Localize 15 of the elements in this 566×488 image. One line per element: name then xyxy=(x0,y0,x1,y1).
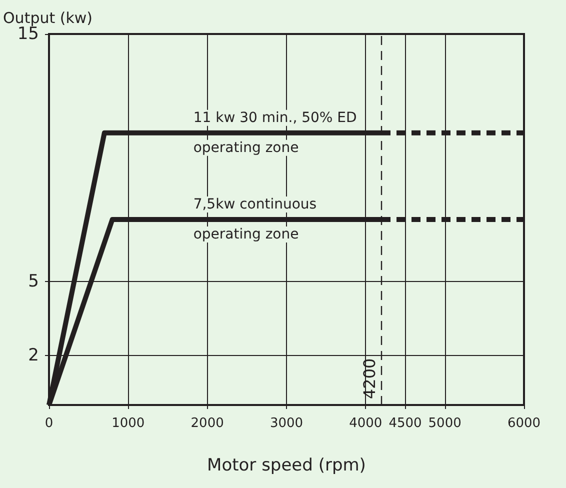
x-tick-label: 3000 xyxy=(270,416,304,431)
x-tick-label: 4000 xyxy=(349,416,382,431)
y-tick-label: 5 xyxy=(28,271,39,292)
x-tick-label: 6000 xyxy=(507,416,541,431)
x-tick-label: 0 xyxy=(44,416,54,431)
annotation: 7,5kw continuous xyxy=(193,196,317,212)
y-tick-label: 2 xyxy=(28,346,39,366)
x-tick-label: 4500 xyxy=(388,416,422,431)
x-axis-title: Motor speed (rpm) xyxy=(207,456,366,476)
x-tick-label: 1000 xyxy=(112,416,145,431)
x-tick-label: 2000 xyxy=(190,416,224,431)
annotation: operating zone xyxy=(193,140,299,156)
annotation: 11 kw 30 min., 50% ED xyxy=(193,110,357,126)
x-tick-label: 5000 xyxy=(428,416,462,431)
annotation: operating zone xyxy=(193,226,299,242)
